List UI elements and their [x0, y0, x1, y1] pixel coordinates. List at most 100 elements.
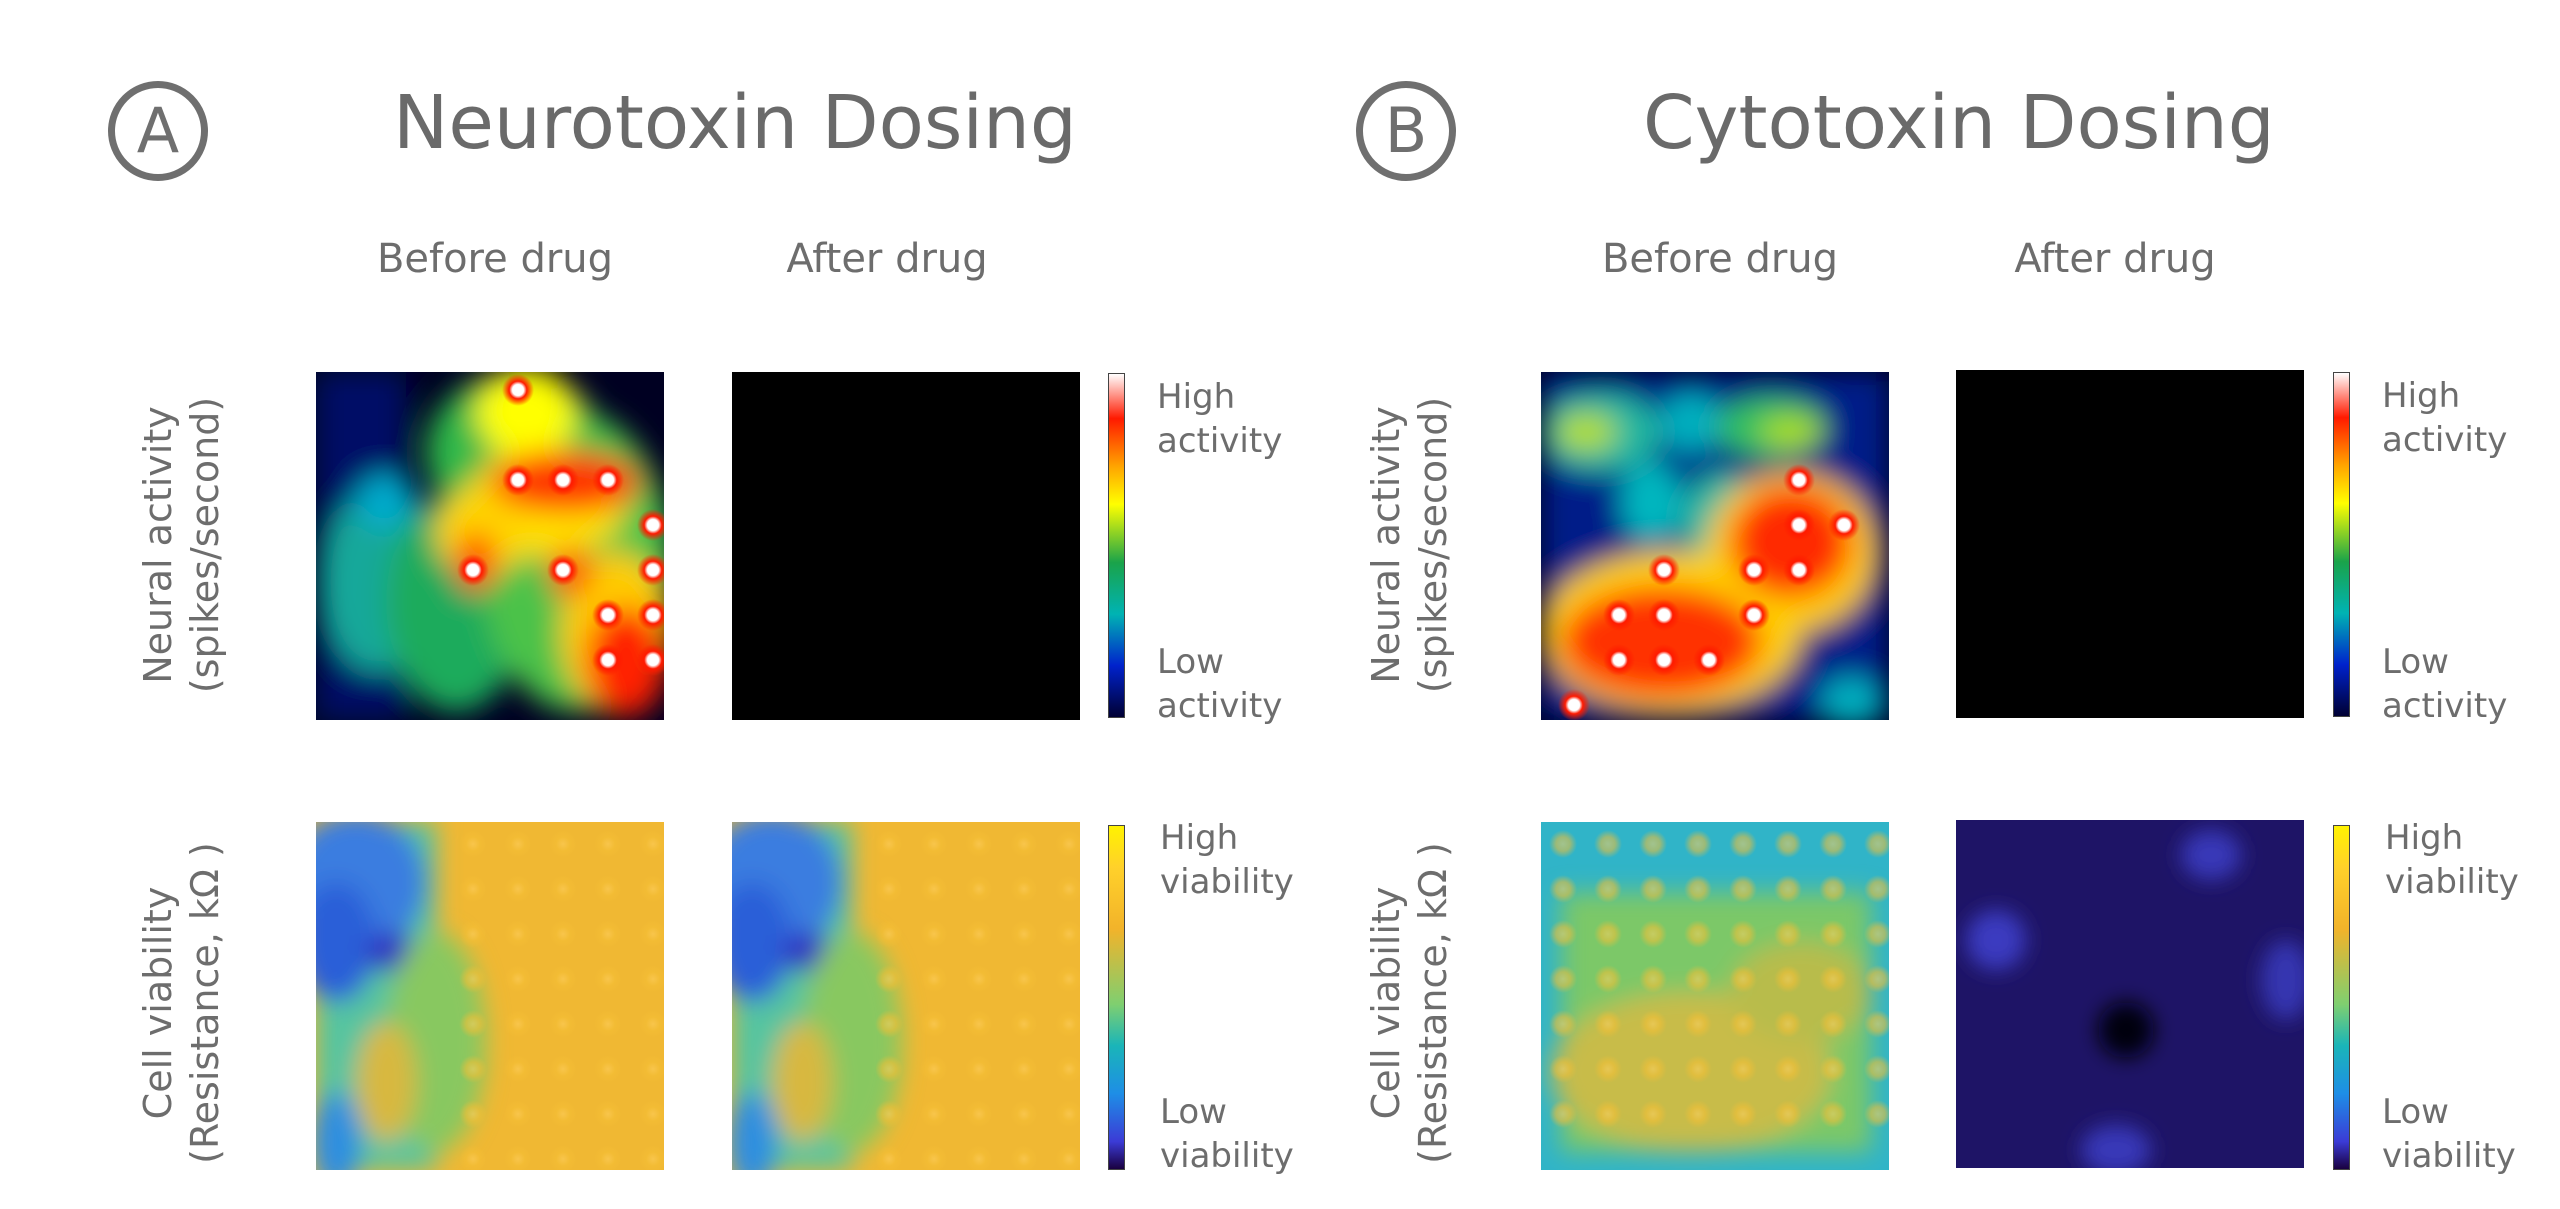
- electrode-glow: [549, 1010, 577, 1038]
- electrode-glow: [639, 1055, 664, 1083]
- electrode-glow: [875, 1100, 903, 1128]
- electrode-glow: [1819, 920, 1847, 948]
- electrode-glow: [594, 1145, 622, 1170]
- electrode-glow: [504, 965, 532, 993]
- electrode-glow: [1549, 1100, 1577, 1128]
- electrode-glow: [594, 1010, 622, 1038]
- electrode-glow: [1055, 875, 1080, 903]
- electrode-glow: [639, 875, 664, 903]
- electrode-glow: [1639, 965, 1667, 993]
- electrode-glow: [875, 920, 903, 948]
- electrode-glow: [549, 1145, 577, 1170]
- electrode-glow: [594, 830, 622, 858]
- electrode-glow: [1594, 1010, 1622, 1038]
- viability-heatmap-svg: [1956, 820, 2304, 1168]
- electrode-glow: [1729, 1055, 1757, 1083]
- electrode-glow: [920, 920, 948, 948]
- electrode-glow: [1639, 830, 1667, 858]
- electrode-glow: [1055, 830, 1080, 858]
- electrode-glow: [1594, 1055, 1622, 1083]
- electrode-glow: [1819, 875, 1847, 903]
- electrode-glow: [594, 920, 622, 948]
- panel-b-activity-after-heatmap: [1956, 370, 2304, 718]
- electrode-glow: [965, 1145, 993, 1170]
- panel-b-viability-high-label: High viability: [2385, 818, 2519, 903]
- electrode-glow: [1774, 1010, 1802, 1038]
- electrode-glow: [639, 1100, 664, 1128]
- electrode-glow: [504, 1010, 532, 1038]
- electrode-glow: [1639, 1100, 1667, 1128]
- electrode-glow: [594, 875, 622, 903]
- electrode-glow: [549, 965, 577, 993]
- electrode-glow: [965, 1055, 993, 1083]
- electrode-glow: [1864, 965, 1889, 993]
- electrode-glow: [1774, 830, 1802, 858]
- panel-a-activity-before-heatmap: [316, 372, 664, 720]
- electrode-glow: [1594, 965, 1622, 993]
- electrode-glow: [459, 1100, 487, 1128]
- electrode-glow: [1819, 1055, 1847, 1083]
- electrode-glow: [1549, 875, 1577, 903]
- panel-a-viability-before-heatmap: [316, 822, 664, 1170]
- electrode-glow: [459, 965, 487, 993]
- electrode-glow: [1684, 920, 1712, 948]
- electrode-glow: [965, 920, 993, 948]
- electrode-glow: [594, 965, 622, 993]
- panel-b-row-activity-label: Neural activity (spikes/second): [1345, 365, 1475, 725]
- electrode-glow: [1010, 1145, 1038, 1170]
- electrode-glow: [1055, 965, 1080, 993]
- panel-a-viability-colorbar: [1108, 825, 1125, 1170]
- electrode-glow: [1819, 1100, 1847, 1128]
- electrode-glow: [1729, 920, 1757, 948]
- panel-b-activity-low-label: Low activity: [2382, 642, 2508, 727]
- electrode-glow: [920, 1145, 948, 1170]
- electrode-glow: [549, 875, 577, 903]
- electrode-glow: [504, 1145, 532, 1170]
- electrode-glow: [1010, 965, 1038, 993]
- electrode-glow: [1684, 830, 1712, 858]
- electrode-glow: [1864, 1010, 1889, 1038]
- electrode-glow: [459, 1010, 487, 1038]
- electrode-glow: [1819, 965, 1847, 993]
- panel-a-title: Neurotoxin Dosing: [393, 80, 1077, 166]
- electrode-glow: [1774, 1055, 1802, 1083]
- electrode-glow: [920, 830, 948, 858]
- electrode-glow: [1729, 875, 1757, 903]
- viability-heatmap-svg: [316, 822, 664, 1170]
- electrode-glow: [459, 830, 487, 858]
- electrode-glow: [549, 1055, 577, 1083]
- electrode-glow: [965, 875, 993, 903]
- panel-b-viability-after-heatmap: [1956, 820, 2304, 1168]
- electrode-glow: [1729, 965, 1757, 993]
- electrode-glow: [1055, 1145, 1080, 1170]
- panel-a-activity-colorbar: [1108, 373, 1125, 718]
- panel-b-activity-high-label: High activity: [2382, 376, 2508, 461]
- electrode-glow: [639, 830, 664, 858]
- row-label-line2: (spikes/second): [1411, 396, 1455, 694]
- activity-heatmap-svg: [316, 372, 664, 720]
- electrode-glow: [459, 875, 487, 903]
- electrode-glow: [1774, 875, 1802, 903]
- electrode-glow: [920, 965, 948, 993]
- electrode-glow: [639, 920, 664, 948]
- row-label-line2: (Resistance, kΩ ): [183, 842, 227, 1164]
- electrode-glow: [504, 1055, 532, 1083]
- panel-a-row-activity-label: Neural activity (spikes/second): [117, 365, 247, 725]
- panel-a-col-before: Before drug: [376, 236, 614, 282]
- panel-b-activity-colorbar: [2333, 372, 2350, 717]
- electrode-glow: [1864, 1100, 1889, 1128]
- electrode-glow: [1055, 1100, 1080, 1128]
- viability-heatmap-svg: [1541, 822, 1889, 1170]
- electrode-glow: [459, 1055, 487, 1083]
- electrode-glow: [875, 965, 903, 993]
- electrode-glow: [875, 1010, 903, 1038]
- electrode-glow: [1010, 920, 1038, 948]
- electrode-glow: [1010, 1055, 1038, 1083]
- electrode-glow: [1594, 875, 1622, 903]
- electrode-glow: [920, 1100, 948, 1128]
- electrode-glow: [965, 1100, 993, 1128]
- electrode-glow: [875, 830, 903, 858]
- electrode-glow: [639, 1010, 664, 1038]
- electrode-glow: [1010, 1100, 1038, 1128]
- panel-a-row-viability-label: Cell viability (Resistance, kΩ ): [117, 823, 247, 1183]
